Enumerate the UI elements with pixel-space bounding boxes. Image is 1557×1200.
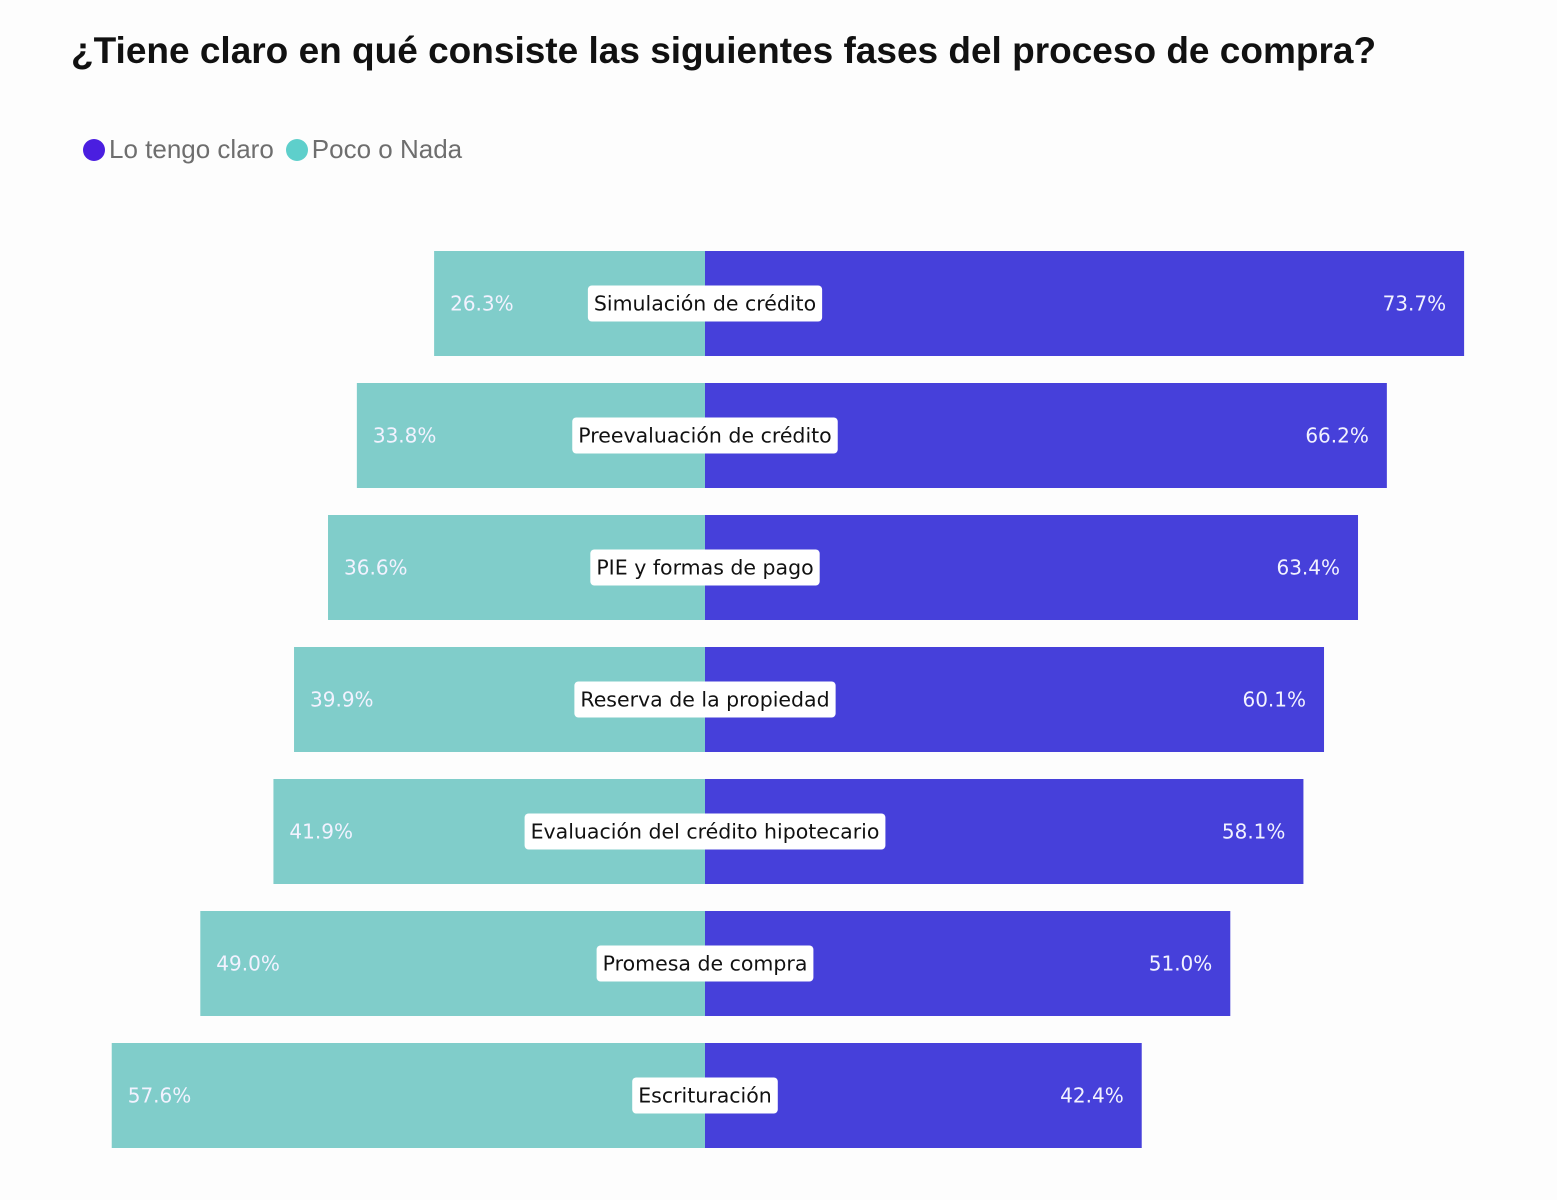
category-label-box bbox=[524, 813, 886, 850]
legend-label: Poco o Nada bbox=[311, 134, 463, 164]
data-label-poco-o-nada: 33.8% bbox=[373, 424, 437, 448]
legend-item-poco-o-nada[interactable]: Poco o Nada bbox=[285, 134, 463, 165]
data-label-lo-tengo-claro: 63.4% bbox=[1276, 556, 1340, 580]
bar-poco-o-nada bbox=[111, 1043, 706, 1148]
legend-label: Lo tengo claro bbox=[109, 134, 274, 164]
category-label-box bbox=[590, 549, 820, 586]
category-label-box bbox=[574, 681, 836, 718]
data-label-poco-o-nada: 36.6% bbox=[344, 556, 408, 580]
data-label-lo-tengo-claro: 66.2% bbox=[1305, 424, 1369, 448]
category-label: Promesa de compra bbox=[603, 952, 808, 976]
category-label: Preevaluación de crédito bbox=[578, 424, 831, 448]
category-label: Evaluación del crédito hipotecario bbox=[531, 820, 880, 844]
data-label-lo-tengo-claro: 60.1% bbox=[1242, 688, 1306, 712]
data-label-lo-tengo-claro: 51.0% bbox=[1149, 952, 1213, 976]
bar-lo-tengo-claro bbox=[705, 1043, 1142, 1148]
legend: Lo tengo claro Poco o Nada bbox=[83, 134, 474, 165]
chart-title: ¿Tiene claro en qué consiste las siguien… bbox=[71, 30, 1377, 71]
data-label-poco-o-nada: 39.9% bbox=[310, 688, 374, 712]
category-label-box bbox=[587, 285, 823, 322]
category-label: Escrituración bbox=[638, 1084, 772, 1108]
data-label-poco-o-nada: 26.3% bbox=[450, 292, 514, 316]
category-label: Reserva de la propiedad bbox=[580, 688, 829, 712]
data-label-poco-o-nada: 49.0% bbox=[216, 952, 280, 976]
data-label-lo-tengo-claro: 73.7% bbox=[1383, 292, 1447, 316]
legend-dot-icon bbox=[83, 138, 105, 161]
legend-item-lo-tengo-claro[interactable]: Lo tengo claro bbox=[83, 134, 274, 165]
data-label-poco-o-nada: 57.6% bbox=[128, 1084, 192, 1108]
bar-lo-tengo-claro bbox=[705, 251, 1465, 356]
category-label-box bbox=[632, 1077, 778, 1114]
data-label-lo-tengo-claro: 58.1% bbox=[1222, 820, 1286, 844]
category-label: Simulación de crédito bbox=[594, 292, 816, 316]
category-label-box bbox=[572, 417, 838, 454]
category-label-box bbox=[596, 945, 814, 982]
data-label-poco-o-nada: 41.9% bbox=[289, 820, 353, 844]
category-label: PIE y formas de pago bbox=[596, 556, 813, 580]
data-label-lo-tengo-claro: 42.4% bbox=[1060, 1084, 1124, 1108]
legend-dot-icon bbox=[285, 138, 308, 161]
